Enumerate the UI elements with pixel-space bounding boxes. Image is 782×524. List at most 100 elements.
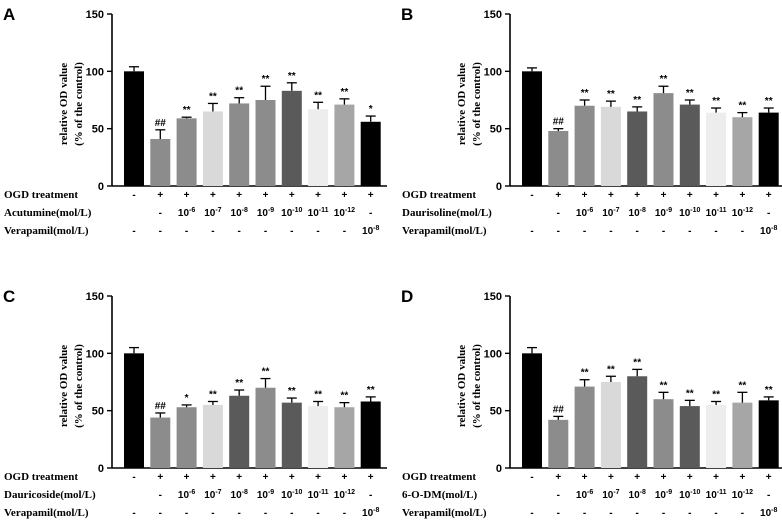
y-axis-label-unit: (% of the control): [73, 344, 85, 428]
y-tick-label: 150: [484, 291, 502, 303]
panel-letter: D: [401, 287, 413, 306]
row-cell: -: [185, 226, 188, 237]
row-cell: 10-9: [257, 207, 274, 219]
bar-9: [334, 407, 355, 468]
row-cell: -: [714, 226, 717, 237]
significance-label: **: [633, 357, 641, 368]
bar-7: [281, 402, 302, 468]
bar-5: [627, 111, 648, 186]
y-axis-label: relative OD value: [58, 345, 70, 427]
significance-label: **: [633, 95, 641, 106]
bar-1: [522, 353, 542, 468]
row-cell: -: [159, 490, 162, 501]
significance-label: **: [183, 105, 191, 116]
significance-label: **: [262, 367, 270, 378]
row-cell: -: [238, 226, 241, 237]
row-cell: 10-11: [308, 489, 329, 501]
row-cell: -: [132, 226, 135, 237]
row-label: Verapamil(mol/L): [4, 225, 89, 237]
bar-10: [758, 112, 779, 186]
bar-6: [653, 93, 674, 186]
bar-9: [732, 117, 753, 186]
y-axis-label-unit: (% of the control): [471, 344, 483, 428]
significance-label: ##: [553, 404, 565, 415]
row-cell: +: [555, 190, 561, 201]
row-cell: +: [608, 190, 614, 201]
significance-label: **: [660, 74, 668, 85]
row-cell: -: [767, 490, 770, 501]
bar-8: [308, 109, 329, 186]
y-tick-label: 150: [86, 9, 104, 21]
bar-8: [308, 406, 329, 468]
y-axis-label: relative OD value: [456, 63, 468, 145]
row-cell: 10-12: [334, 489, 355, 501]
significance-label: **: [712, 96, 720, 107]
row-cell: +: [713, 190, 719, 201]
row-cell: -: [132, 508, 135, 519]
row-label: Dauricoside(mol/L): [4, 489, 96, 501]
row-cell: +: [157, 190, 163, 201]
row-cell: 10-7: [602, 489, 619, 501]
row-cell: -: [211, 508, 214, 519]
row-cell: 10-10: [679, 489, 700, 501]
bar-2: [150, 417, 171, 468]
row-cell: +: [263, 190, 269, 201]
bar-1: [124, 71, 144, 186]
row-cell: +: [582, 472, 588, 483]
significance-label: **: [367, 385, 375, 396]
panel-A: A 0 50 100 150 relative OD value (% of the con…: [3, 5, 387, 237]
bar-7: [679, 104, 700, 186]
row-cell: +: [582, 190, 588, 201]
bar-8: [706, 404, 727, 468]
row-cell: -: [583, 226, 586, 237]
row-cell: 10-10: [281, 489, 302, 501]
row-cell: -: [316, 226, 319, 237]
y-tick-label: 100: [484, 348, 502, 360]
row-cell: +: [184, 190, 190, 201]
row-cell: -: [316, 508, 319, 519]
row-cell: +: [555, 472, 561, 483]
bar-6: [653, 399, 674, 468]
significance-label: **: [341, 391, 349, 402]
bar-4: [600, 382, 621, 468]
row-label: 6-O-DM(mol/L): [402, 489, 477, 501]
significance-label: **: [686, 88, 694, 99]
row-label: OGD treatment: [4, 189, 78, 201]
bar-10: [360, 121, 381, 186]
row-cell: 10-7: [602, 207, 619, 219]
bar-2: [548, 419, 569, 468]
row-label: Daurisoline(mol/L): [402, 207, 492, 219]
row-cell: 10-11: [706, 207, 727, 219]
y-axis-label: relative OD value: [58, 63, 70, 145]
bar-4: [202, 111, 223, 186]
row-cell: 10-11: [706, 489, 727, 501]
row-label: Verapamil(mol/L): [402, 507, 487, 519]
row-label: Acutumine(mol/L): [4, 207, 92, 219]
row-cell: -: [159, 208, 162, 219]
bar-4: [600, 106, 621, 186]
row-cell: 10-6: [576, 489, 593, 501]
row-cell: 10-11: [308, 207, 329, 219]
row-cell: +: [766, 472, 772, 483]
row-cell: -: [688, 226, 691, 237]
row-cell: 10-7: [204, 207, 221, 219]
row-cell: +: [236, 472, 242, 483]
row-cell: -: [741, 226, 744, 237]
y-tick-label: 150: [484, 9, 502, 21]
row-label: OGD treatment: [402, 471, 476, 483]
row-cell: 10-6: [576, 207, 593, 219]
row-label: Verapamil(mol/L): [402, 225, 487, 237]
row-cell: +: [661, 190, 667, 201]
bar-3: [176, 407, 197, 468]
row-cell: -: [530, 472, 533, 483]
bar-5: [229, 395, 250, 468]
row-cell: -: [185, 508, 188, 519]
y-axis-label: relative OD value: [456, 345, 468, 427]
row-cell: -: [530, 508, 533, 519]
bar-3: [574, 105, 595, 186]
row-cell: -: [688, 508, 691, 519]
row-cell: +: [661, 472, 667, 483]
bar-1: [124, 353, 144, 468]
row-cell: 10-7: [204, 489, 221, 501]
panel-letter: C: [3, 287, 15, 306]
